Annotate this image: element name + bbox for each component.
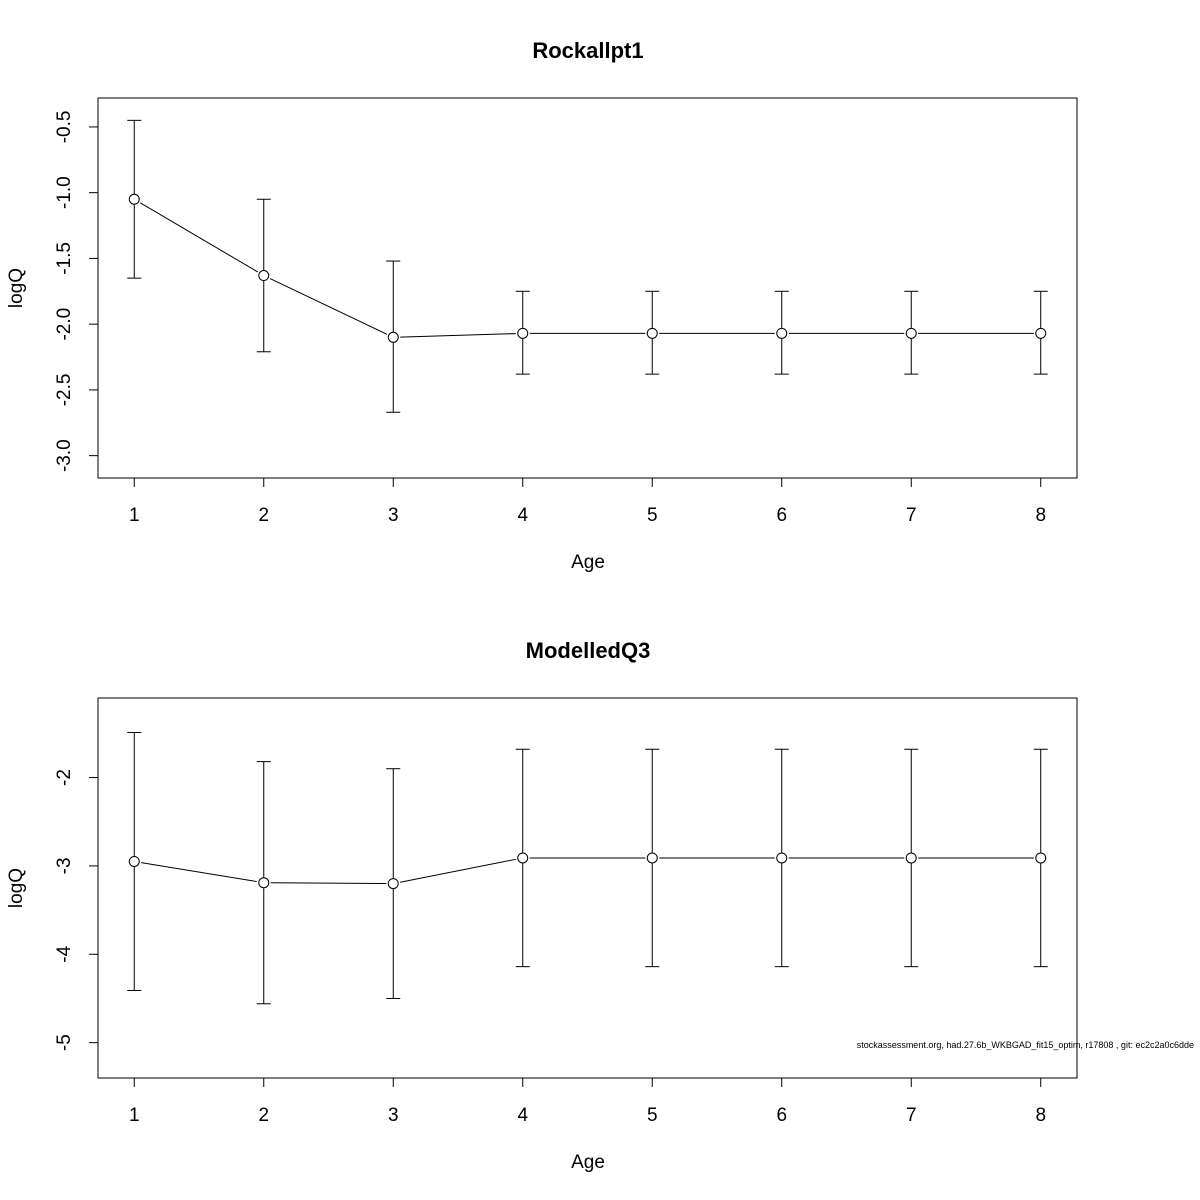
series-line — [140, 202, 1034, 338]
y-tick-label: -1.5 — [54, 242, 75, 275]
y-tick-label: -2 — [54, 769, 75, 786]
data-point — [128, 193, 140, 205]
x-tick-label: 6 — [776, 1105, 787, 1126]
x-tick-label: 6 — [776, 505, 787, 526]
data-point — [128, 855, 140, 867]
x-tick-label: 1 — [129, 505, 140, 526]
x-tick-label: 3 — [388, 505, 399, 526]
data-points — [128, 852, 1047, 890]
chart-panel-rockallpt1: Rockallpt1 1 2 3 4 5 6 7 8 -3.0 -2.5 -2.0 -1.5 -1.0… — [6, 38, 1078, 573]
data-point — [387, 331, 399, 343]
x-tick-label: 2 — [258, 1105, 269, 1126]
data-point — [776, 327, 788, 339]
y-axis-label: logQ — [6, 268, 27, 308]
line-segment — [400, 858, 516, 883]
line-segment — [141, 862, 257, 883]
y-tick-label: -2.5 — [54, 374, 75, 407]
plot-frame — [97, 97, 1078, 479]
line-segment — [400, 333, 516, 338]
data-point — [258, 877, 270, 889]
series-line — [141, 857, 1034, 885]
data-point — [646, 327, 658, 339]
footnote: stockassessment.org, had.27.6b_WKBGAD_fi… — [857, 1040, 1194, 1050]
line-segment — [269, 278, 388, 335]
x-axis-label: Age — [571, 1152, 605, 1173]
chart-title: Rockallpt1 — [532, 38, 643, 63]
line-segment — [270, 882, 387, 885]
x-tick-label: 1 — [129, 1105, 140, 1126]
y-tick-label: -2.0 — [54, 308, 75, 341]
chart-panel-modelledq3: ModelledQ3 1 2 3 4 5 6 7 8 -5 -4 -3 -2 Age logQ — [6, 638, 1078, 1173]
y-axis: -5 -4 -3 -2 — [54, 769, 99, 1051]
y-axis: -3.0 -2.5 -2.0 -1.5 -1.0 -0.5 — [54, 111, 99, 472]
x-tick-label: 2 — [258, 505, 269, 526]
data-point — [387, 878, 399, 890]
x-tick-label: 7 — [906, 505, 917, 526]
data-point — [646, 852, 658, 864]
plot-frame — [97, 697, 1078, 1079]
x-tick-label: 3 — [388, 1105, 399, 1126]
error-bars — [127, 119, 1048, 413]
y-axis-label: logQ — [6, 868, 27, 908]
line-segment — [140, 202, 258, 273]
data-point — [776, 852, 788, 864]
y-tick-label: -1.0 — [54, 176, 75, 209]
y-tick-label: -4 — [54, 945, 75, 962]
x-tick-label: 4 — [517, 505, 528, 526]
data-point — [258, 270, 270, 282]
x-tick-label: 8 — [1035, 1105, 1046, 1126]
y-tick-label: -5 — [54, 1034, 75, 1051]
x-tick-label: 4 — [517, 1105, 528, 1126]
y-tick-label: -0.5 — [54, 111, 75, 144]
data-point — [517, 852, 529, 864]
y-tick-label: -3 — [54, 857, 75, 874]
data-point — [517, 327, 529, 339]
error-bars — [127, 731, 1048, 1005]
x-axis: 1 2 3 4 5 6 7 8 — [129, 1077, 1046, 1126]
y-tick-label: -3.0 — [54, 439, 75, 472]
data-points — [128, 193, 1047, 343]
data-point — [905, 327, 917, 339]
chart-title: ModelledQ3 — [526, 638, 651, 663]
x-axis: 1 2 3 4 5 6 7 8 — [129, 477, 1046, 526]
x-tick-label: 8 — [1035, 505, 1046, 526]
data-point — [1035, 327, 1047, 339]
data-point — [1035, 852, 1047, 864]
x-axis-label: Age — [571, 552, 605, 573]
data-point — [905, 852, 917, 864]
x-tick-label: 5 — [647, 1105, 658, 1126]
x-tick-label: 5 — [647, 505, 658, 526]
x-tick-label: 7 — [906, 1105, 917, 1126]
